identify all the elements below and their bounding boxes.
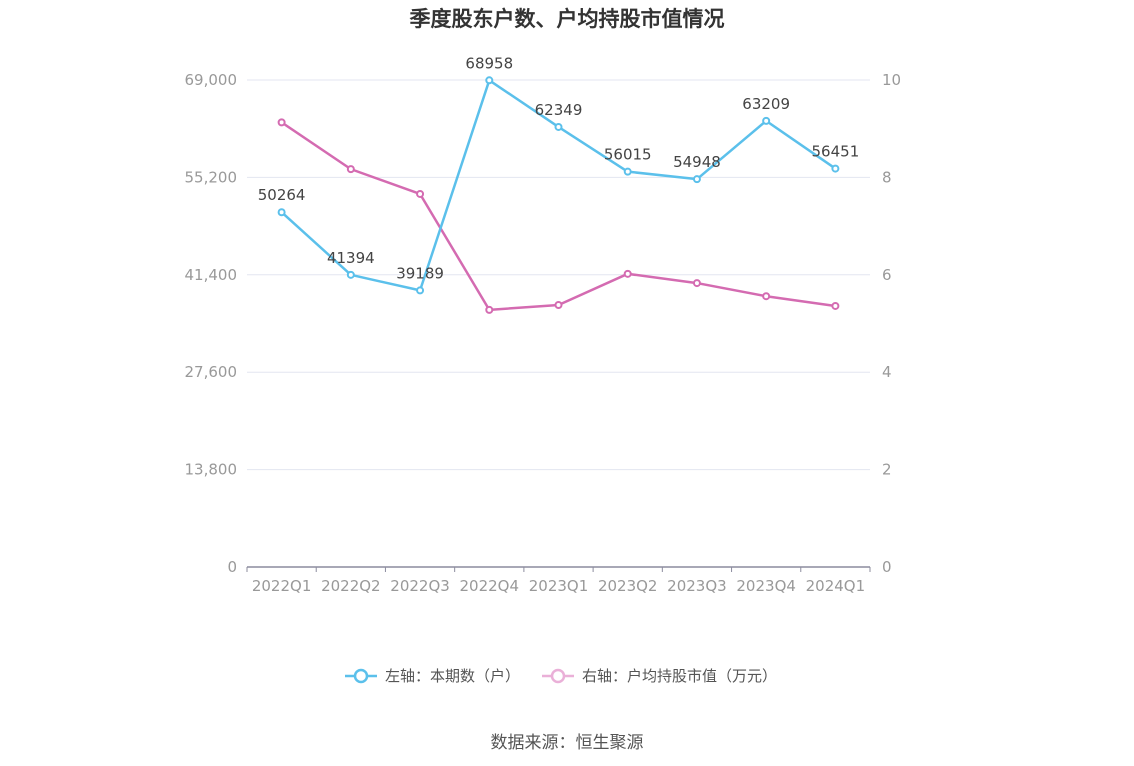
data-point [692, 279, 701, 288]
chart-title: 季度股东户数、户均持股市值情况 [410, 7, 725, 31]
data-point [623, 269, 632, 278]
data-point [554, 300, 563, 309]
data-label: 54948 [673, 153, 721, 171]
data-point [346, 165, 355, 174]
x-tick-label: 2022Q1 [252, 577, 312, 595]
data-point [831, 164, 840, 173]
series-right [277, 118, 840, 314]
series-left: 50264 41394 39189 68958 62349 56015 54948 63209… [258, 54, 860, 295]
data-point [346, 270, 355, 279]
data-point [831, 301, 840, 310]
x-tick-label: 2023Q1 [529, 577, 589, 595]
left-tick-label: 27,600 [185, 363, 238, 381]
data-label: 62349 [535, 101, 583, 119]
legend-label: 右轴：户均持股市值（万元） [582, 667, 777, 685]
series-line [280, 121, 836, 312]
x-tick-label: 2023Q4 [736, 577, 796, 595]
x-tick-label: 2023Q2 [598, 577, 658, 595]
right-tick-label: 4 [882, 363, 892, 381]
legend-marker [550, 668, 566, 684]
x-axis-ticks: 2022Q1 2022Q2 2022Q3 2022Q4 2023Q1 2023Q2 2023… [246, 566, 871, 595]
right-axis-ticks: 0 2 4 6 8 10 [882, 71, 901, 576]
data-point [277, 208, 286, 217]
x-tick-label: 2024Q1 [806, 577, 866, 595]
data-point [762, 116, 771, 125]
right-tick-label: 8 [882, 168, 892, 186]
legend-item: 右轴：户均持股市值（万元） [542, 667, 777, 685]
data-point [554, 122, 563, 131]
data-label: 56015 [604, 146, 652, 164]
series-layer: 50264 41394 39189 68958 62349 56015 54948 63209… [258, 54, 860, 314]
data-point [485, 76, 494, 85]
legend-marker [353, 668, 369, 684]
data-point [485, 305, 494, 314]
x-tick-label: 2022Q2 [321, 577, 381, 595]
right-tick-label: 10 [882, 71, 901, 89]
x-tick-label: 2022Q4 [460, 577, 520, 595]
source-note: 数据来源：恒生聚源 [491, 733, 644, 753]
left-axis-ticks: 0 13,800 27,600 41,400 55,200 69,000 [185, 71, 238, 576]
legend-item: 左轴：本期数（户） [345, 667, 520, 685]
x-tick-label: 2022Q3 [390, 577, 450, 595]
x-tick-label: 2023Q3 [667, 577, 727, 595]
legend: 左轴：本期数（户） 右轴：户均持股市值（万元） [345, 667, 777, 685]
left-tick-label: 55,200 [185, 168, 238, 186]
data-label: 56451 [812, 143, 860, 161]
data-label: 63209 [742, 95, 790, 113]
left-tick-label: 13,800 [185, 461, 238, 479]
right-tick-label: 0 [882, 558, 892, 576]
left-tick-label: 41,400 [185, 266, 238, 284]
left-tick-label: 69,000 [185, 71, 238, 89]
data-label: 41394 [327, 249, 375, 267]
right-tick-label: 6 [882, 266, 892, 284]
legend-label: 左轴：本期数（户） [385, 667, 520, 685]
data-label: 39189 [396, 264, 444, 282]
right-tick-label: 2 [882, 461, 892, 479]
data-point [762, 292, 771, 301]
data-label: 50264 [258, 186, 306, 204]
data-point [692, 175, 701, 184]
data-label: 68958 [465, 54, 513, 72]
left-tick-label: 0 [227, 558, 237, 576]
data-point [277, 118, 286, 127]
grid [247, 79, 870, 471]
data-point [416, 286, 425, 295]
data-point [623, 167, 632, 176]
data-point [416, 189, 425, 198]
